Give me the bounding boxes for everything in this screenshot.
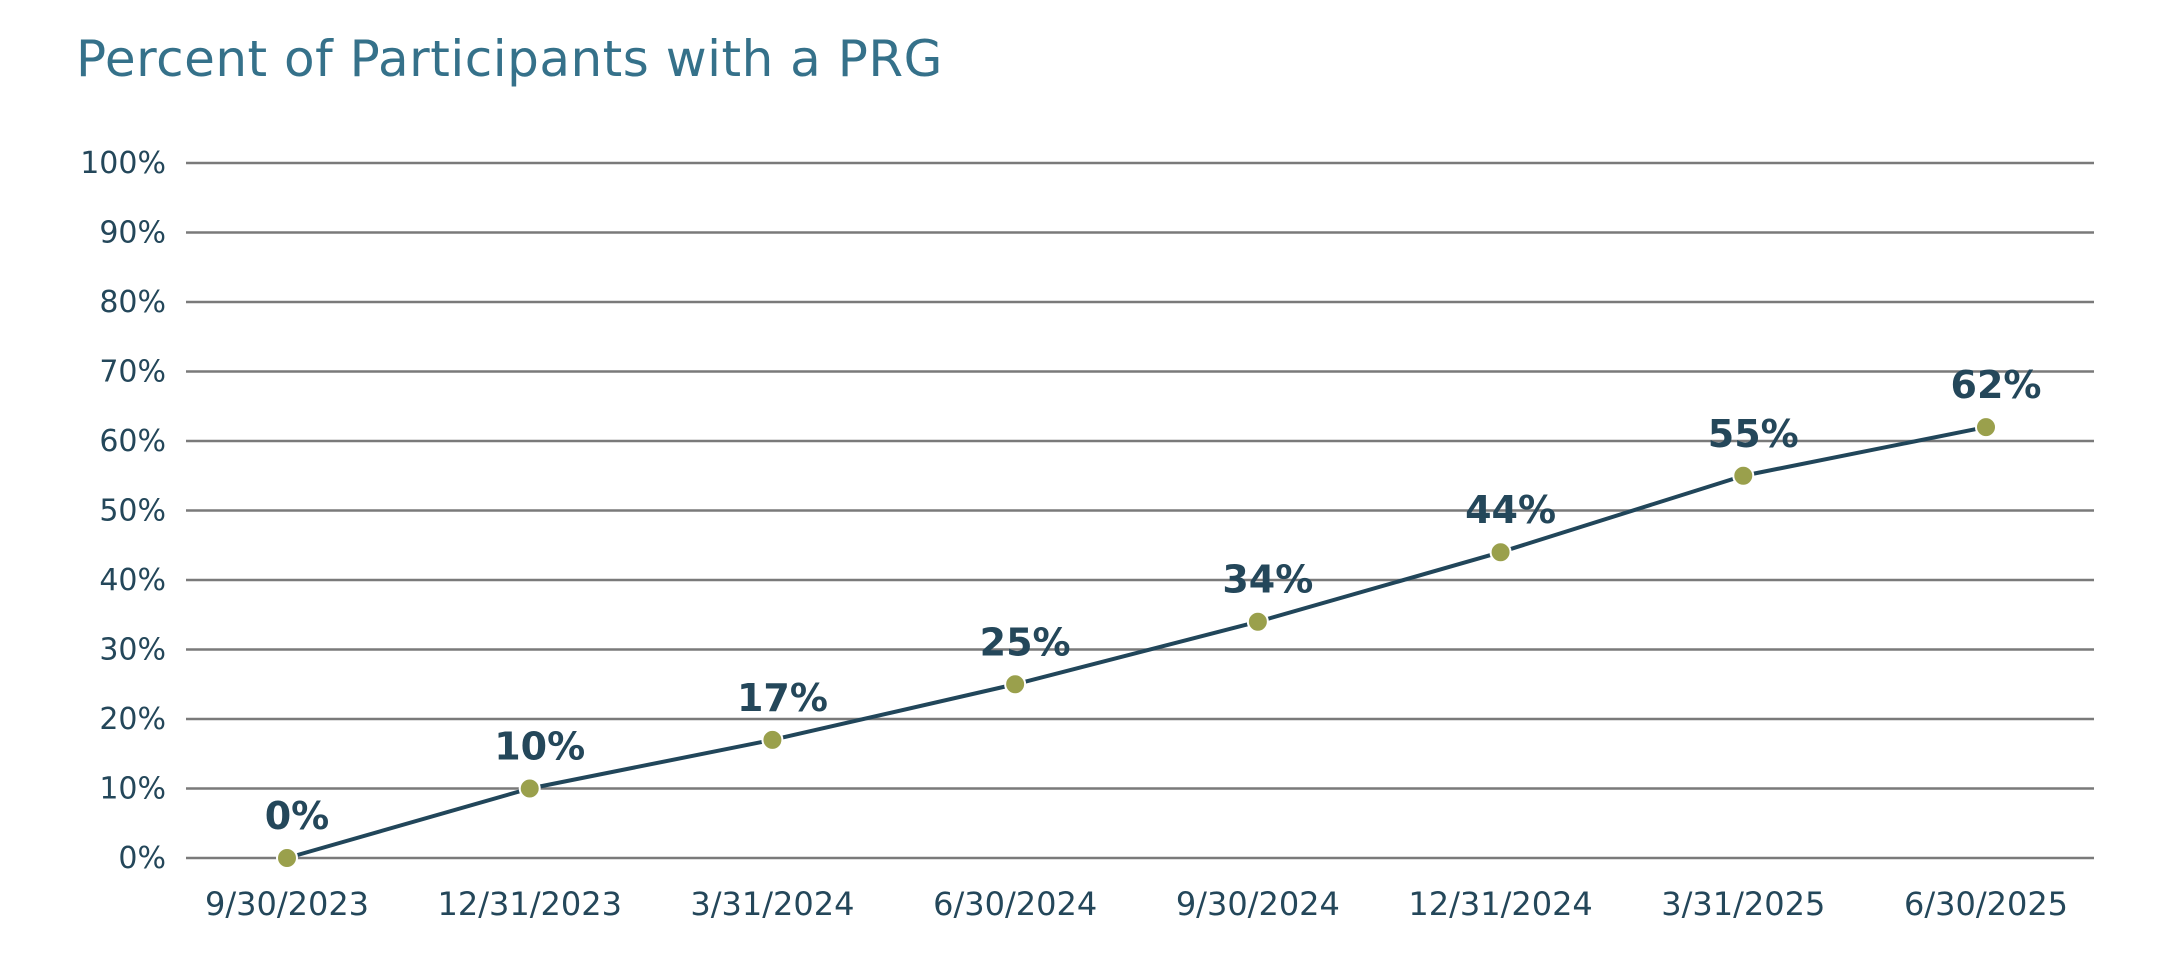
x-tick-label: 12/31/2024 xyxy=(1408,885,1592,923)
data-labels: 0% 10% 17% 25% 34% 44% 55% 62% xyxy=(265,363,2042,838)
data-label: 25% xyxy=(980,620,1071,664)
data-point xyxy=(518,777,541,800)
y-tick-label: 90% xyxy=(99,216,166,251)
data-point xyxy=(276,847,298,869)
x-tick-label: 3/31/2025 xyxy=(1661,885,1825,923)
x-tick-label: 6/30/2024 xyxy=(933,885,1097,923)
data-label: 17% xyxy=(737,676,828,720)
x-tick-label: 6/30/2025 xyxy=(1904,885,2068,923)
series-line-group xyxy=(286,425,1987,860)
y-tick-label: 0% xyxy=(118,841,166,876)
chart-title: Percent of Participants with a PRG xyxy=(76,30,943,88)
x-tick-label: 9/30/2023 xyxy=(205,885,369,923)
x-tick-label: 3/31/2024 xyxy=(690,885,854,923)
y-tick-label: 30% xyxy=(99,633,166,668)
data-label: 34% xyxy=(1222,558,1313,602)
y-tick-label: 20% xyxy=(99,702,166,737)
data-label: 44% xyxy=(1465,488,1556,532)
x-tick-label: 12/31/2023 xyxy=(437,885,621,923)
data-label: 0% xyxy=(265,794,330,838)
series-line xyxy=(286,425,1987,860)
x-tick-label: 9/30/2024 xyxy=(1176,885,1340,923)
y-tick-label: 70% xyxy=(99,355,166,390)
data-point xyxy=(1489,541,1512,564)
y-tick-label: 50% xyxy=(99,494,166,529)
x-axis-ticks: 9/30/2023 12/31/2023 3/31/2024 6/30/2024 9/3… xyxy=(205,885,2068,923)
y-axis-ticks: 0% 10% 20% 30% 40% 50% 60% 70% 80% 90% 100% xyxy=(80,146,166,876)
data-point xyxy=(1004,673,1027,696)
markers xyxy=(276,416,1997,869)
data-label: 55% xyxy=(1708,412,1799,456)
y-tick-label: 100% xyxy=(80,146,166,181)
data-point xyxy=(1246,610,1269,633)
y-tick-label: 10% xyxy=(99,772,166,807)
data-label: 62% xyxy=(1951,363,2042,407)
gridlines xyxy=(186,161,2094,860)
data-label: 10% xyxy=(494,725,585,769)
y-tick-label: 60% xyxy=(99,424,166,459)
data-point xyxy=(761,728,784,751)
y-tick-label: 80% xyxy=(99,285,166,320)
data-point xyxy=(1975,416,1997,439)
data-point xyxy=(1732,464,1755,487)
y-tick-label: 40% xyxy=(99,563,166,598)
